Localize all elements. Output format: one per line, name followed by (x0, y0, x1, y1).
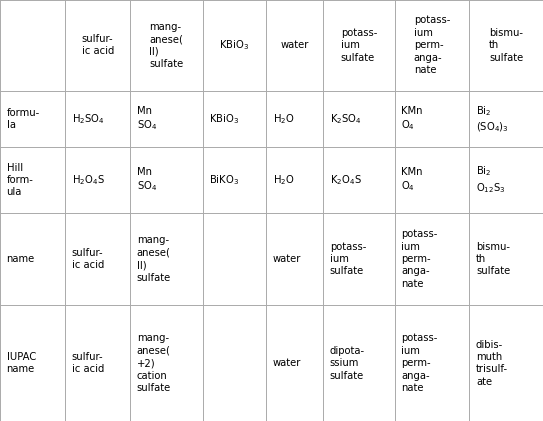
Text: KMn
O$_4$: KMn O$_4$ (401, 106, 422, 132)
Text: Mn
SO$_4$: Mn SO$_4$ (137, 167, 157, 193)
Text: name: name (7, 254, 35, 264)
Text: Hill
form-
ula: Hill form- ula (7, 163, 33, 197)
Text: H$_2$O: H$_2$O (273, 112, 294, 126)
Text: potass-
ium
perm-
anga-
nate: potass- ium perm- anga- nate (401, 333, 438, 393)
Text: water: water (273, 254, 301, 264)
Text: bismu-
th
sulfate: bismu- th sulfate (476, 242, 510, 276)
Text: KBiO$_3$: KBiO$_3$ (219, 38, 249, 52)
Text: Bi$_2$
(SO$_4$)$_3$: Bi$_2$ (SO$_4$)$_3$ (476, 104, 509, 134)
Text: KMn
O$_4$: KMn O$_4$ (401, 167, 422, 193)
Text: Bi$_2$
O$_{12}$S$_3$: Bi$_2$ O$_{12}$S$_3$ (476, 165, 506, 195)
Text: potass-
ium
perm-
anga-
nate: potass- ium perm- anga- nate (414, 16, 450, 75)
Text: mang-
anese(
+2)
cation
sulfate: mang- anese( +2) cation sulfate (137, 333, 171, 393)
Text: dipota-
ssium
sulfate: dipota- ssium sulfate (330, 346, 365, 381)
Text: KBiO$_3$: KBiO$_3$ (209, 112, 239, 126)
Text: mang-
anese(
II)
sulfate: mang- anese( II) sulfate (149, 21, 184, 69)
Text: sulfur-
ic acid: sulfur- ic acid (81, 34, 114, 56)
Text: formu-
la: formu- la (7, 108, 40, 130)
Text: sulfur-
ic acid: sulfur- ic acid (72, 248, 104, 270)
Text: H$_2$O$_4$S: H$_2$O$_4$S (72, 173, 105, 187)
Text: water: water (281, 40, 309, 50)
Text: sulfur-
ic acid: sulfur- ic acid (72, 352, 104, 374)
Text: potass-
ium
sulfate: potass- ium sulfate (341, 28, 377, 63)
Text: K$_2$O$_4$S: K$_2$O$_4$S (330, 173, 362, 187)
Text: mang-
anese(
II)
sulfate: mang- anese( II) sulfate (137, 235, 171, 282)
Text: potass-
ium
perm-
anga-
nate: potass- ium perm- anga- nate (401, 229, 438, 289)
Text: bismu-
th
sulfate: bismu- th sulfate (489, 28, 523, 63)
Text: K$_2$SO$_4$: K$_2$SO$_4$ (330, 112, 362, 126)
Text: dibis-
muth
trisulf-
ate: dibis- muth trisulf- ate (476, 339, 508, 387)
Text: Mn
SO$_4$: Mn SO$_4$ (137, 106, 157, 132)
Text: water: water (273, 358, 301, 368)
Text: potass-
ium
sulfate: potass- ium sulfate (330, 242, 367, 276)
Text: IUPAC
name: IUPAC name (7, 352, 36, 374)
Text: H$_2$O: H$_2$O (273, 173, 294, 187)
Text: BiKO$_3$: BiKO$_3$ (209, 173, 239, 187)
Text: H$_2$SO$_4$: H$_2$SO$_4$ (72, 112, 104, 126)
